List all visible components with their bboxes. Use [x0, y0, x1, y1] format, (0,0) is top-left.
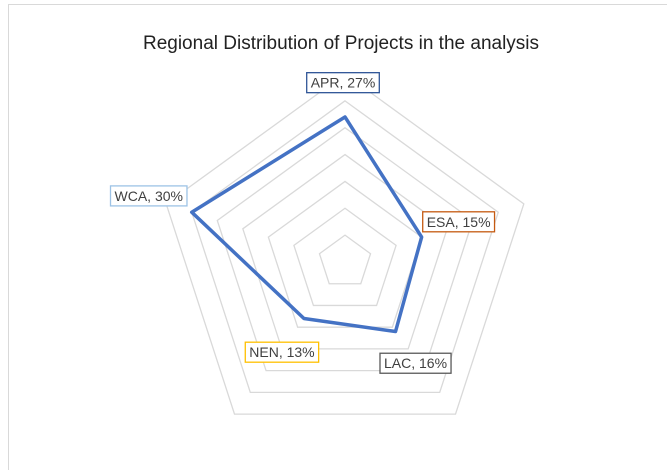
data-label: NEN, 13% — [249, 344, 314, 360]
data-label: LAC, 16% — [384, 355, 447, 371]
data-label: APR, 27% — [311, 75, 376, 91]
data-label: ESA, 15% — [427, 214, 491, 230]
data-label: WCA, 30% — [115, 188, 183, 204]
chart-title: Regional Distribution of Projects in the… — [143, 33, 539, 54]
